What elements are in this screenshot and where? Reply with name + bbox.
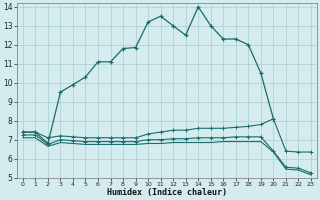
X-axis label: Humidex (Indice chaleur): Humidex (Indice chaleur) [107,188,227,197]
